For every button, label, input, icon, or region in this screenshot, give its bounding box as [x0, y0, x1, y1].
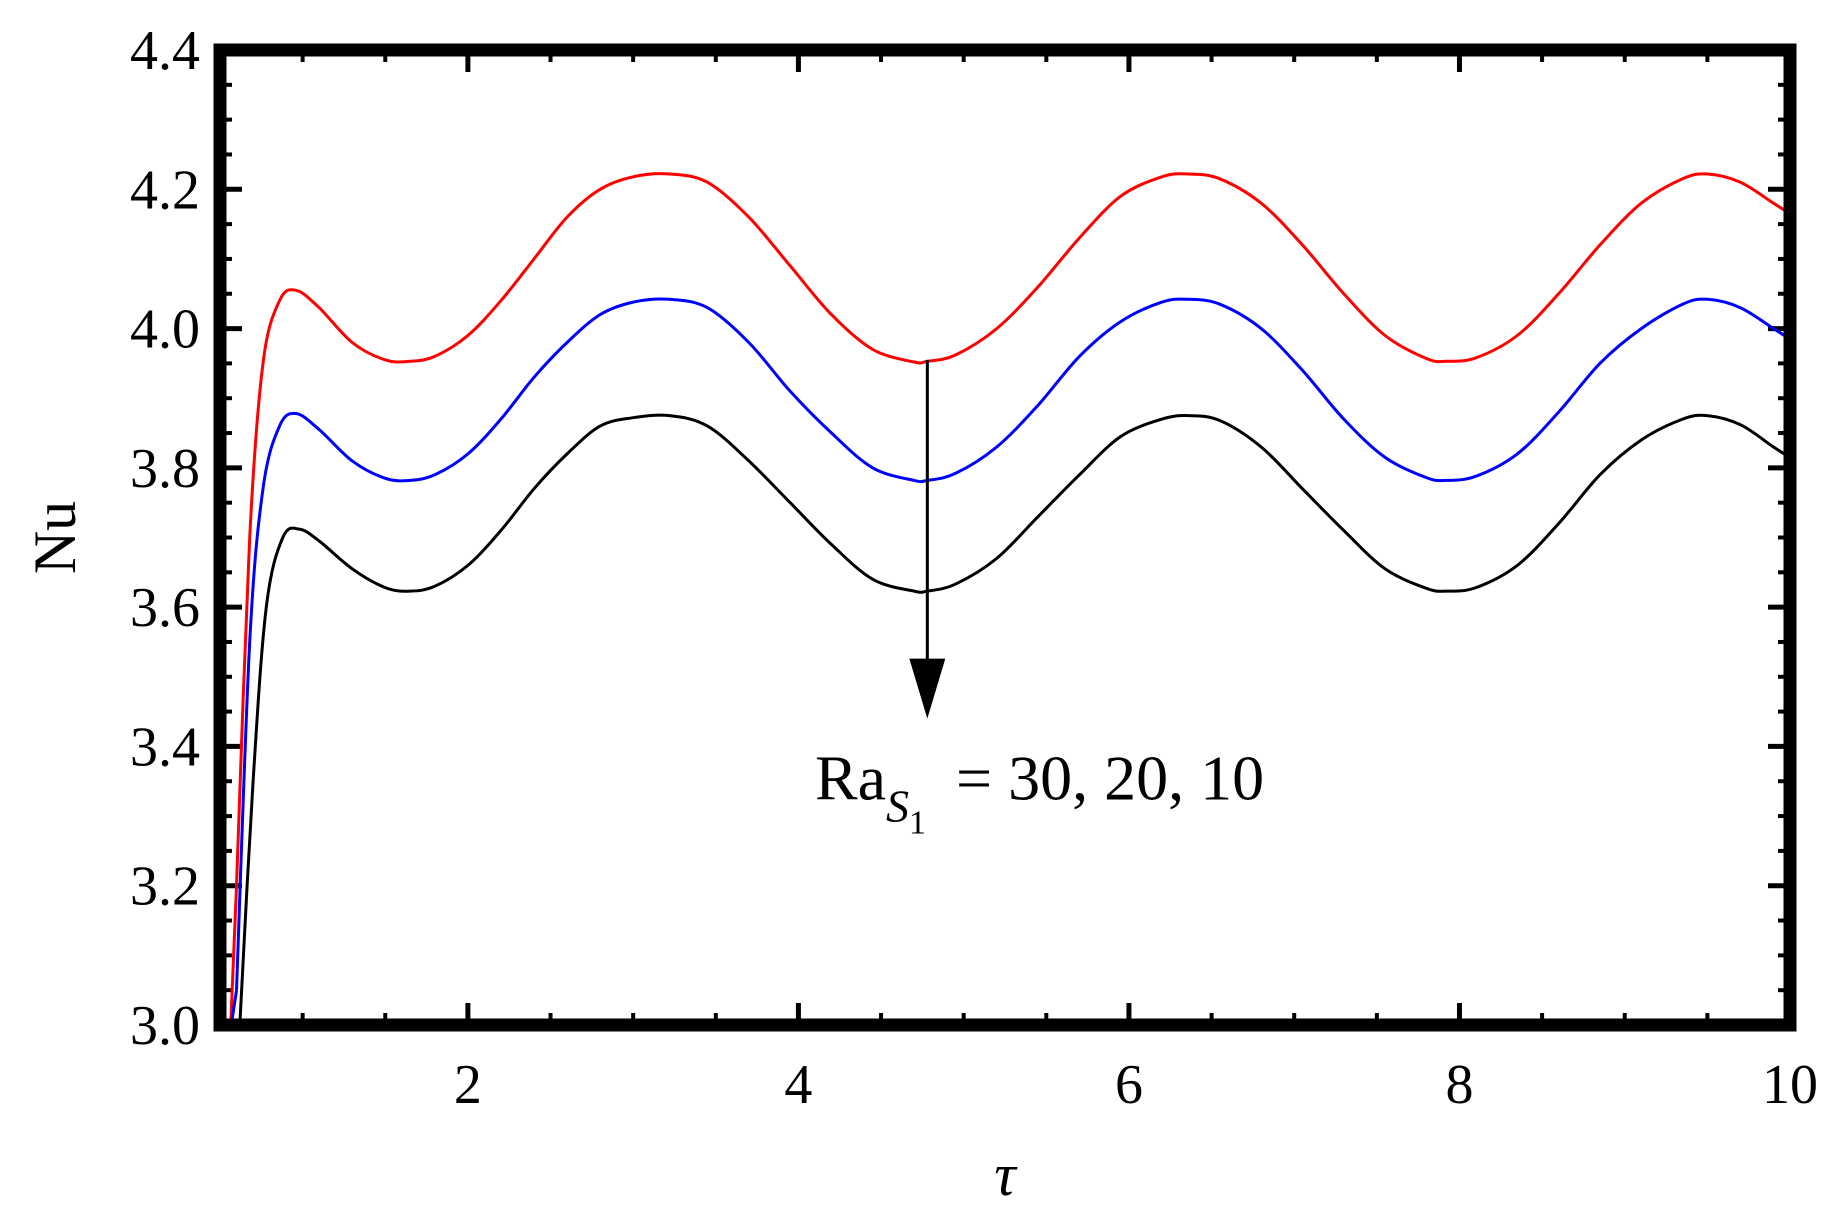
- y-tick-label: 4.0: [130, 299, 200, 361]
- annotation-sub-s: S: [886, 780, 909, 831]
- series-line-2: [238, 413, 1790, 1025]
- x-tick-label: 10: [1762, 1054, 1818, 1116]
- y-tick-label: 3.4: [130, 716, 200, 778]
- annotation-sub-1: 1: [909, 804, 926, 841]
- annotation-values: = 30, 20, 10: [956, 742, 1264, 813]
- y-tick-label: 3.2: [130, 856, 200, 918]
- annotation-ra: Ra: [815, 742, 886, 813]
- ticks-layer: 2 4 6 8 10 3.0 3.2 3.4 3.6 3.8 4.0 4.2 4.4: [130, 20, 1818, 1116]
- x-tick-label: 6: [1115, 1054, 1143, 1116]
- series-line-start-0: [229, 885, 239, 1025]
- x-tick-label: 8: [1445, 1054, 1473, 1116]
- series-line-0: [235, 172, 1790, 886]
- y-tick-label: 3.6: [130, 577, 200, 639]
- series-line-1: [235, 297, 1790, 991]
- x-tick-label: 4: [784, 1054, 812, 1116]
- series-layer: [229, 172, 1790, 1025]
- y-tick-label: 3.8: [130, 438, 200, 500]
- y-tick-label: 4.4: [130, 20, 200, 82]
- annotation-label: RaS1 = 30, 20, 10: [815, 742, 1264, 841]
- y-tick-label: 3.0: [130, 995, 200, 1057]
- x-tick-label: 2: [454, 1054, 482, 1116]
- y-tick-label: 4.2: [130, 159, 200, 221]
- y-axis-label: Nu: [22, 501, 88, 574]
- x-axis-label: τ: [994, 1142, 1018, 1208]
- plot-frame: [213, 43, 1797, 1032]
- annotation-arrowhead: [909, 658, 946, 719]
- annotation-layer: RaS1 = 30, 20, 10: [815, 359, 1264, 841]
